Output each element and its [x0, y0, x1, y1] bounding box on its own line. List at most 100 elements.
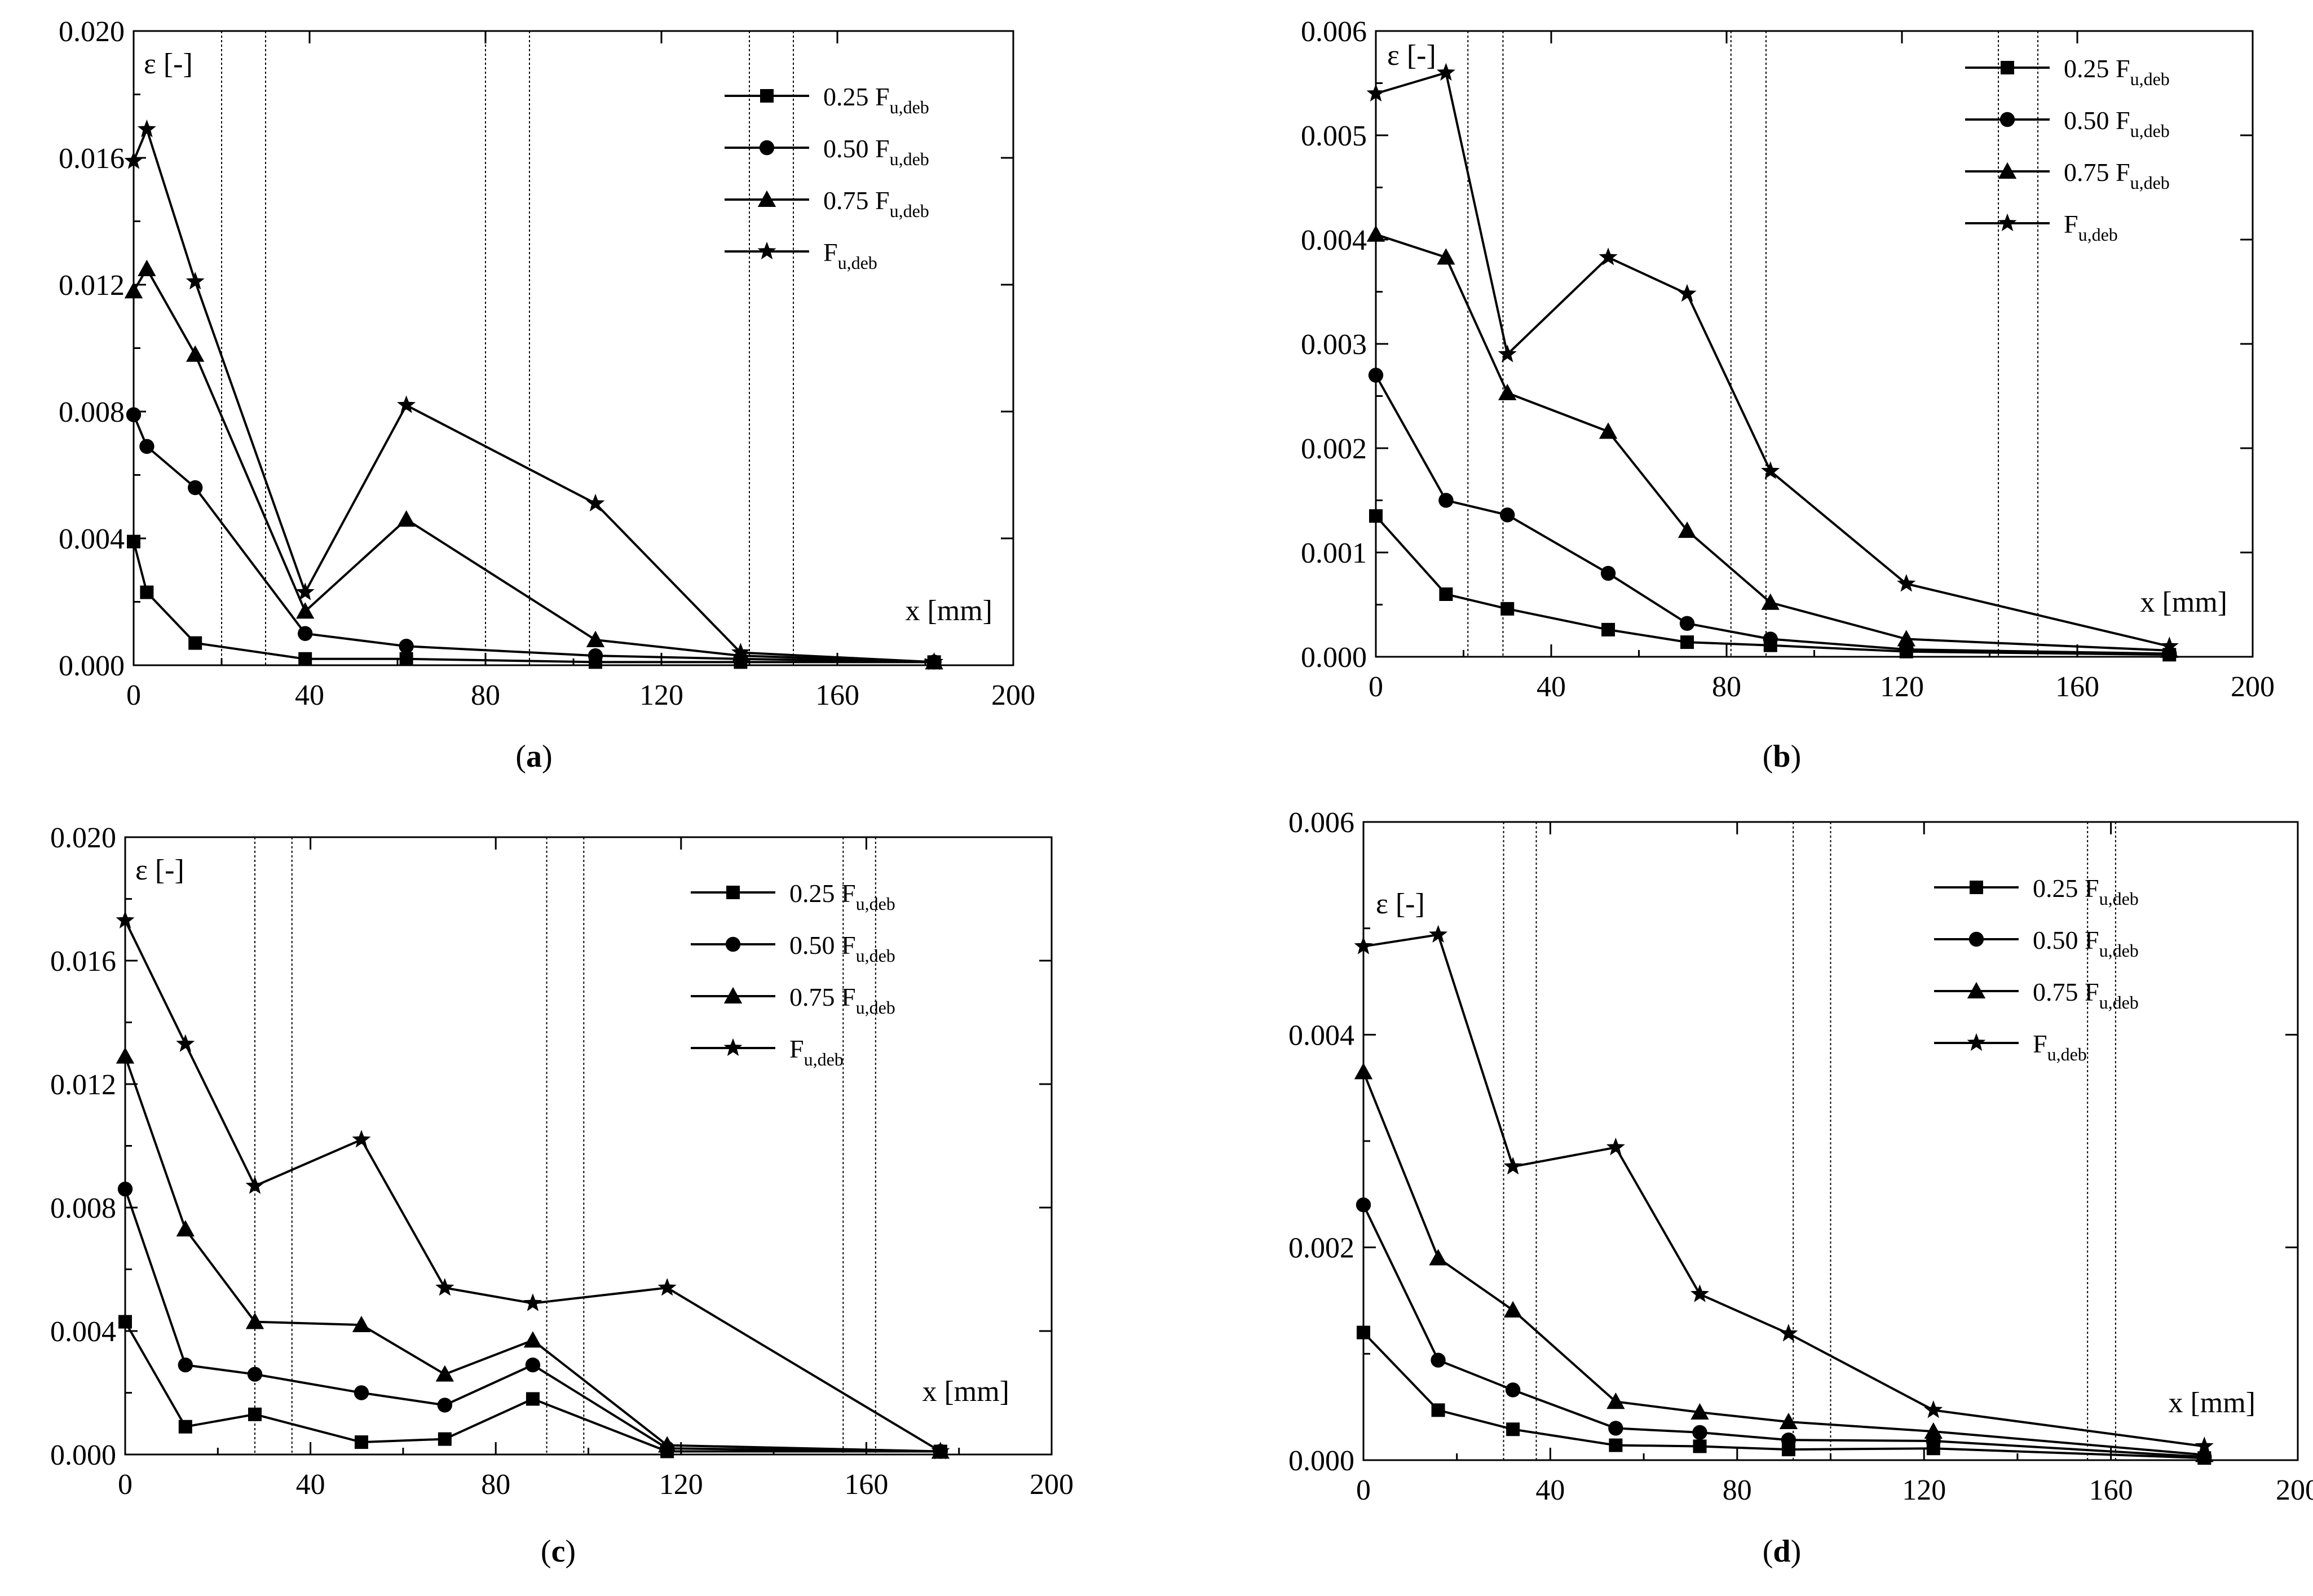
y-tick-label: 0.003 — [1301, 329, 1367, 361]
data-point — [1690, 1284, 1710, 1302]
data-point — [399, 652, 413, 666]
data-point — [2160, 636, 2179, 655]
data-point — [140, 585, 154, 599]
legend-marker — [723, 1038, 743, 1056]
series-0_50 — [126, 407, 942, 670]
data-point — [137, 120, 156, 138]
data-point — [435, 1277, 454, 1296]
x-tick-label: 0 — [1356, 1474, 1371, 1506]
x-tick-label: 120 — [659, 1469, 703, 1501]
series-line — [133, 541, 934, 664]
legend: 0.25 Fu,deb 0.50 Fu,deb 0.75 Fu,deb Fu,deb — [725, 82, 929, 273]
x-axis-label: x [mm] — [2140, 586, 2227, 618]
data-point — [186, 272, 205, 290]
data-point — [1356, 1197, 1371, 1213]
series-line — [124, 1321, 941, 1453]
data-point — [1897, 630, 1915, 647]
data-point — [245, 1312, 264, 1329]
data-point — [1601, 622, 1615, 636]
data-point — [657, 1436, 677, 1453]
panel-c: 0 40 80 120 160 200 0.000 0.004 0.008 0.012 0.016 0… — [50, 822, 1074, 1569]
x-tick-label: 80 — [1723, 1474, 1752, 1506]
data-point — [586, 493, 605, 512]
data-point — [354, 1435, 368, 1449]
y-tick-label: 0.012 — [50, 1069, 116, 1101]
data-point — [248, 1407, 262, 1421]
data-point — [526, 1392, 540, 1406]
y-tick-label: 0.004 — [1288, 1019, 1354, 1051]
data-point — [1438, 493, 1454, 508]
x-tick-label: 80 — [1712, 671, 1741, 703]
data-point — [1690, 1403, 1709, 1420]
data-point — [1609, 1438, 1623, 1452]
x-tick-label: 0 — [126, 679, 141, 711]
legend-marker — [1998, 213, 2017, 232]
data-point — [296, 602, 315, 619]
y-tick-label: 0.004 — [59, 523, 125, 555]
legend-label: Fu,deb — [2033, 1029, 2087, 1064]
legend-label: 0.50 Fu,deb — [2033, 926, 2139, 961]
legend: 0.25 Fu,deb 0.50 Fu,deb 0.75 Fu,deb Fu,deb — [1965, 54, 2170, 245]
legend-marker — [1967, 982, 1986, 998]
data-point — [1606, 1137, 1625, 1156]
data-point — [1500, 602, 1515, 616]
data-point — [1606, 1392, 1625, 1409]
data-point — [1500, 507, 1515, 523]
legend-label: 0.50 Fu,deb — [2064, 106, 2170, 141]
series-line — [1375, 71, 2170, 648]
data-point — [188, 480, 203, 496]
data-point — [1439, 587, 1453, 601]
data-point — [1679, 616, 1695, 631]
series-line — [1375, 233, 2170, 652]
y-tick-label: 0.004 — [50, 1316, 116, 1348]
x-tick-label: 120 — [1902, 1474, 1946, 1506]
legend-label: 0.50 Fu,deb — [789, 931, 895, 966]
data-point — [176, 1034, 195, 1052]
panel-label: (c) — [541, 1534, 576, 1569]
data-point — [1354, 1063, 1373, 1080]
y-tick-label: 0.012 — [59, 269, 125, 302]
y-axis-label: ε [-] — [135, 854, 184, 886]
x-tick-label: 160 — [815, 679, 859, 711]
data-point — [1678, 521, 1697, 538]
series-line — [124, 1188, 941, 1453]
data-point — [1924, 1400, 1943, 1418]
y-tick-label: 0.005 — [1301, 120, 1367, 152]
panel-label: (d) — [1763, 1534, 1801, 1569]
x-tick-label: 120 — [639, 679, 683, 711]
x-tick-label: 40 — [296, 1469, 325, 1501]
y-tick-label: 0.001 — [1301, 537, 1367, 569]
x-tick-label: 200 — [991, 679, 1035, 711]
legend-marker — [757, 241, 776, 260]
data-point — [116, 1047, 135, 1064]
data-point — [1366, 225, 1385, 242]
legend-label: 0.75 Fu,deb — [789, 983, 895, 1018]
data-point — [118, 1315, 132, 1329]
x-axis-label: x [mm] — [905, 595, 992, 627]
data-point — [1779, 1412, 1798, 1430]
data-point — [1366, 83, 1385, 102]
series-line — [1362, 1204, 2205, 1458]
data-point — [1431, 1403, 1445, 1417]
y-tick-label: 0.016 — [50, 945, 116, 978]
y-tick-label: 0.020 — [50, 822, 116, 854]
data-point — [247, 1367, 263, 1382]
data-point — [116, 910, 135, 929]
data-point — [1437, 248, 1455, 265]
data-point — [397, 395, 416, 413]
data-point — [525, 1358, 541, 1373]
legend-marker — [725, 936, 741, 952]
data-point — [1368, 368, 1384, 383]
y-axis-label: ε [-] — [1387, 39, 1436, 72]
legend-marker — [1999, 112, 2015, 127]
data-point — [1498, 344, 1517, 362]
data-point — [1505, 1382, 1521, 1398]
data-point — [1678, 284, 1697, 302]
data-point — [523, 1331, 542, 1348]
y-tick-label: 0.002 — [1288, 1232, 1354, 1265]
legend-marker — [726, 886, 740, 899]
series-full — [116, 910, 950, 1460]
x-tick-label: 80 — [471, 679, 500, 711]
data-point — [127, 534, 140, 549]
